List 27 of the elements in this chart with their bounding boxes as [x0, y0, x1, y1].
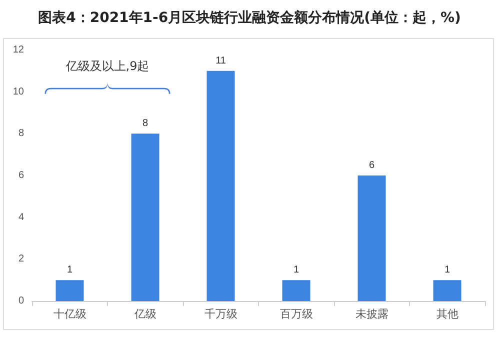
- data-label: 1: [293, 264, 300, 276]
- x-tick-label: 未披露: [355, 308, 388, 320]
- bar: [358, 176, 386, 301]
- chart-title: 图表4：2021年1-6月区块链行业融资金额分布情况(单位：起，%): [38, 9, 461, 26]
- data-label: 1: [444, 264, 450, 276]
- y-tick-label: 8: [18, 128, 24, 140]
- bar: [282, 280, 310, 301]
- bar: [131, 134, 160, 301]
- y-tick-label: 0: [18, 296, 24, 306]
- x-tick-label: 十亿级: [53, 308, 86, 320]
- bar: [206, 70, 235, 301]
- x-tick-label: 百万级: [280, 308, 313, 320]
- x-tick-label: 其他: [436, 308, 458, 320]
- bar: [56, 280, 84, 301]
- x-tick-label: 千万级: [204, 308, 238, 320]
- bar: [433, 280, 462, 301]
- y-tick-label: 12: [12, 44, 24, 56]
- annotation: 亿级及以上,9起: [66, 58, 150, 75]
- y-tick-label: 4: [18, 212, 24, 223]
- data-label: 11: [216, 55, 226, 66]
- y-tick-label: 2: [18, 254, 24, 265]
- data-label: 1: [66, 264, 73, 276]
- x-tick-label: 亿级: [133, 308, 156, 320]
- data-label: 6: [368, 160, 375, 171]
- data-label: 8: [142, 118, 148, 130]
- y-tick-label: 10: [12, 86, 24, 98]
- y-tick-label: 6: [18, 170, 24, 181]
